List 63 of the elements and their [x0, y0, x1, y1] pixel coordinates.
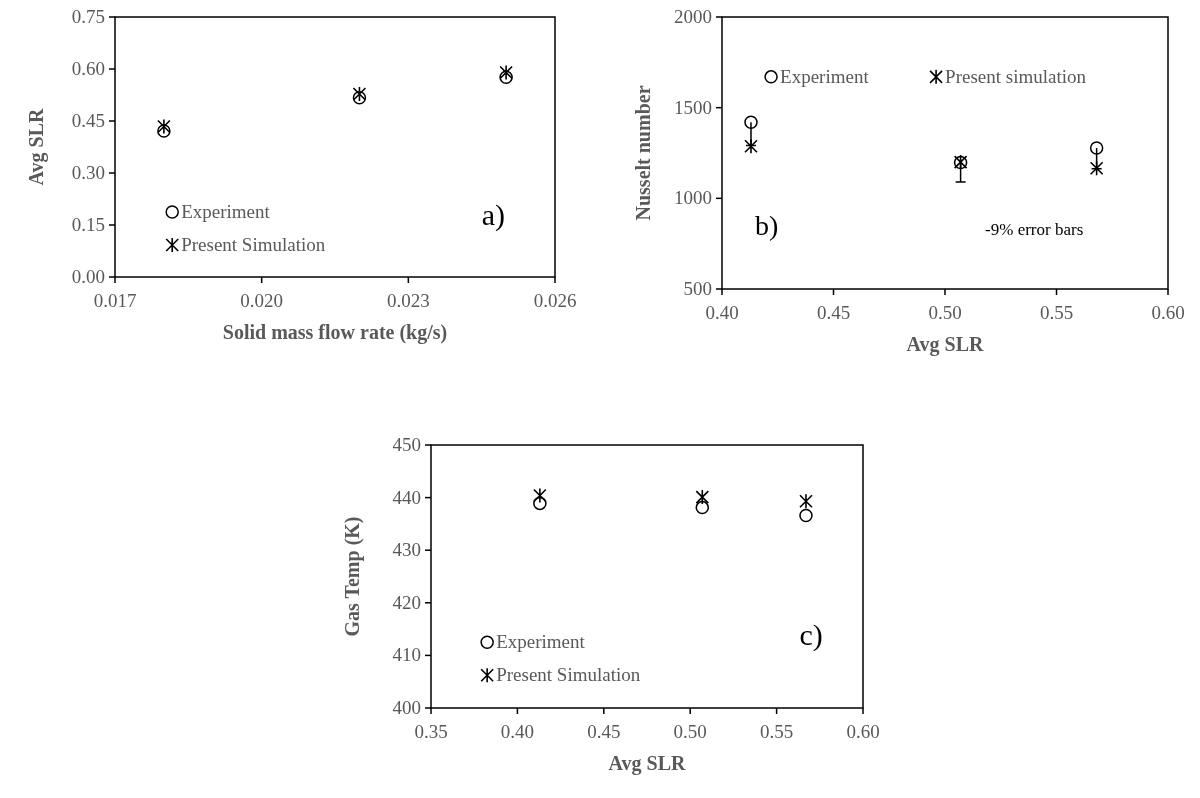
x-tick-label: 0.55: [759, 721, 794, 742]
x-tick-label: 0.35: [414, 721, 448, 742]
y-tick-label: 450: [392, 434, 421, 455]
point: [1089, 160, 1104, 177]
x-tick-label: 0.50: [673, 721, 707, 742]
y-tick-label: 0.00: [71, 266, 105, 287]
annotation: b): [754, 209, 779, 241]
y-tick-label: 0.60: [71, 58, 105, 79]
point: [157, 124, 171, 138]
point: [744, 115, 758, 129]
x-tick-label: 0.45: [816, 302, 851, 323]
x-tick-label: 0.017: [93, 290, 137, 311]
y-tick-label: 410: [392, 644, 421, 666]
x-tick-label: 0.020: [240, 290, 284, 311]
annotation: -9% error bars: [985, 219, 1084, 239]
y-tick-label: 440: [392, 486, 421, 508]
y-tick-label: 1000: [674, 187, 712, 209]
point: [499, 70, 513, 85]
x-tick-label: 0.60: [846, 721, 880, 742]
point: [695, 489, 710, 505]
y-tick-label: 400: [392, 697, 421, 718]
point: [799, 508, 813, 523]
legend-label: Present Simulation: [496, 664, 641, 686]
x-tick-label: 0.023: [386, 290, 430, 311]
x-tick-label: 0.55: [1039, 302, 1074, 323]
point: [744, 138, 758, 155]
legend-label: Experiment: [181, 201, 271, 222]
annotation: a): [481, 198, 506, 232]
x-tick-label: 0.50: [928, 302, 962, 323]
y-tick-label: 0.45: [71, 110, 105, 131]
x-axis-title: Avg SLR: [906, 333, 984, 356]
legend-label: Present Simulation: [181, 234, 326, 255]
x-tick-label: 0.40: [705, 302, 739, 323]
point: [533, 496, 547, 511]
legend-label: Experiment: [780, 65, 870, 87]
point: [533, 487, 547, 504]
y-axis-title: Nusselt number: [632, 85, 654, 221]
y-tick-label: 0.30: [71, 162, 105, 183]
x-tick-label: 0.026: [533, 290, 577, 311]
point: [352, 91, 367, 105]
y-tick-label: 0.15: [71, 214, 105, 235]
y-tick-label: 0.75: [71, 6, 105, 27]
x-axis-title: Avg SLR: [608, 752, 686, 775]
point: [499, 64, 513, 81]
annotation: c): [799, 617, 823, 652]
x-tick-label: 0.45: [587, 721, 621, 742]
point: [1089, 141, 1104, 155]
x-axis-title: Solid mass flow rate (kg/s): [222, 321, 448, 344]
point: [352, 86, 367, 102]
y-tick-label: 500: [683, 278, 712, 299]
x-tick-label: 0.60: [1151, 302, 1185, 323]
legend-label: Experiment: [496, 631, 586, 653]
x-tick-label: 0.40: [500, 721, 535, 742]
y-tick-label: 1500: [674, 96, 712, 118]
point: [695, 500, 710, 515]
y-axis-title: Gas Temp (K): [341, 516, 364, 637]
point: [799, 493, 813, 510]
y-tick-label: 430: [392, 539, 421, 561]
point: [157, 118, 171, 135]
y-tick-label: 2000: [674, 6, 712, 27]
y-tick-label: 420: [392, 591, 421, 613]
legend-label: Present simulation: [945, 65, 1087, 87]
y-axis-title: Avg SLR: [25, 108, 48, 186]
